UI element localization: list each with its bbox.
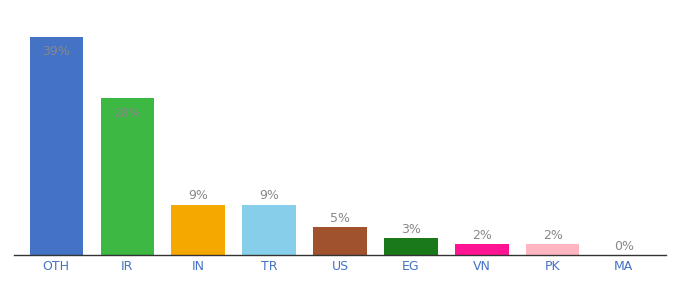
Text: 28%: 28% bbox=[113, 107, 141, 120]
Bar bbox=[29, 37, 83, 255]
Text: 0%: 0% bbox=[614, 240, 634, 253]
Text: 2%: 2% bbox=[543, 229, 563, 242]
Text: 2%: 2% bbox=[472, 229, 492, 242]
Bar bbox=[384, 238, 437, 255]
Text: 3%: 3% bbox=[401, 223, 421, 236]
Bar bbox=[171, 205, 224, 255]
Bar bbox=[526, 244, 579, 255]
Text: 9%: 9% bbox=[188, 189, 208, 203]
Text: 39%: 39% bbox=[42, 45, 70, 58]
Text: 9%: 9% bbox=[259, 189, 279, 203]
Bar bbox=[101, 98, 154, 255]
Bar bbox=[243, 205, 296, 255]
Bar bbox=[456, 244, 509, 255]
Text: 5%: 5% bbox=[330, 212, 350, 225]
Bar bbox=[313, 227, 367, 255]
